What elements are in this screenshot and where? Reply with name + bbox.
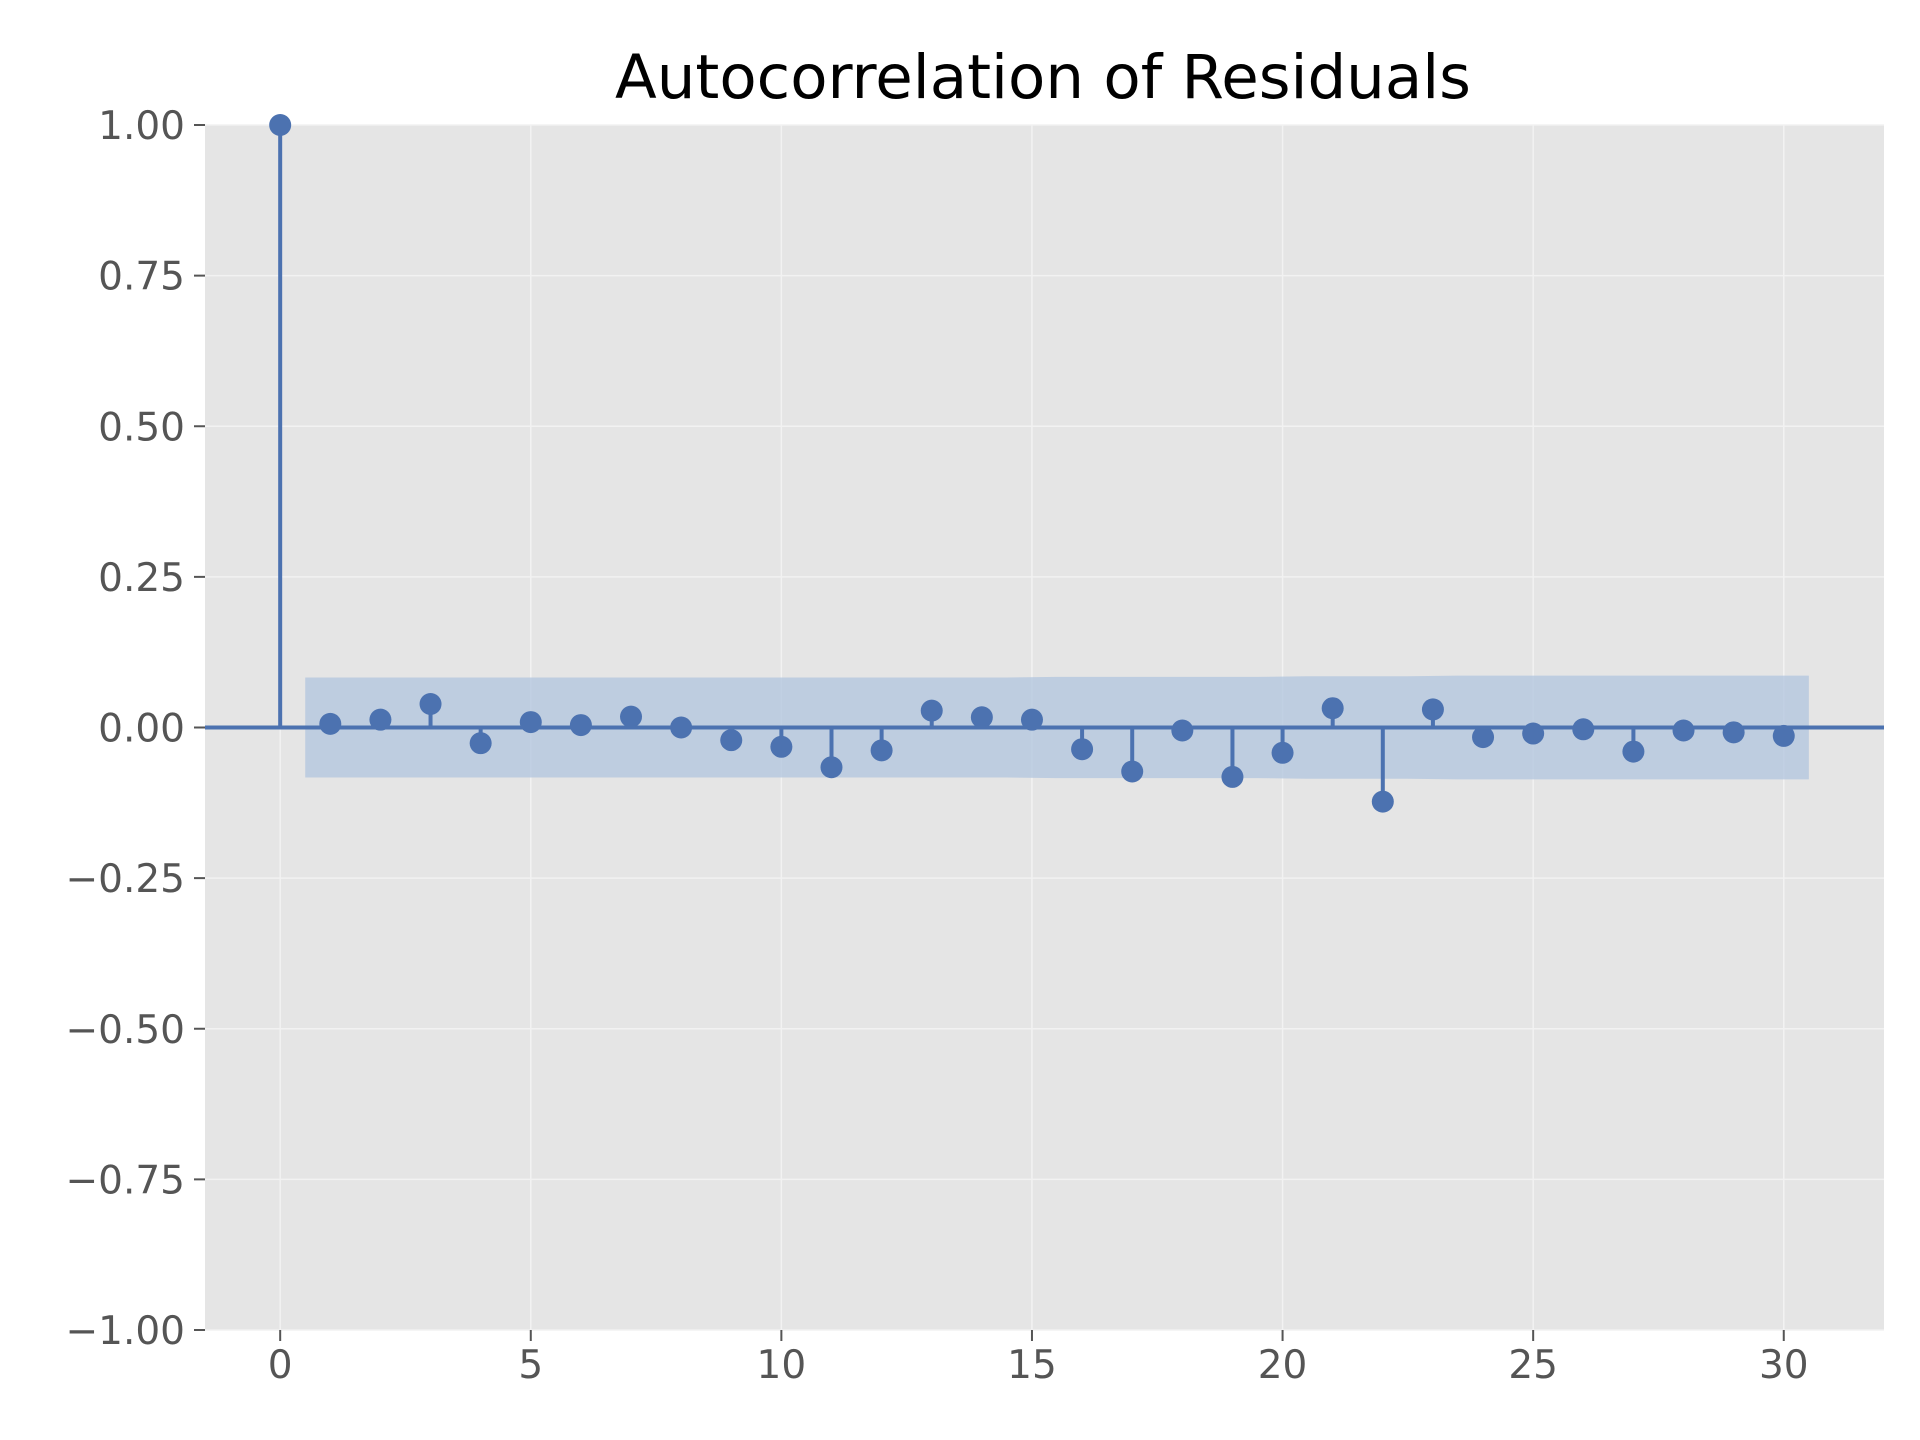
- acf-point: [1221, 765, 1244, 788]
- y-tick-label: −1.00: [65, 1309, 185, 1354]
- y-tick-label: 0.75: [98, 255, 185, 300]
- acf-point: [569, 714, 592, 737]
- acf-point: [1622, 740, 1645, 763]
- acf-point: [1472, 726, 1495, 749]
- acf-point: [1171, 719, 1194, 742]
- acf-point: [820, 756, 843, 779]
- acf-point: [770, 735, 793, 758]
- y-tick-label: 0.25: [98, 556, 185, 601]
- acf-point: [469, 732, 492, 755]
- acf-point: [419, 693, 442, 716]
- y-axis: 1.00 0.75 0.50 0.25 0.00 −0.25 −0.50 −0.75 −1.00: [65, 104, 205, 1354]
- chart-title: Autocorrelation of Residuals: [615, 42, 1471, 113]
- acf-point: [720, 729, 743, 752]
- acf-point: [369, 708, 392, 731]
- y-tick-label: −0.50: [65, 1008, 185, 1053]
- y-tick-label: 1.00: [98, 104, 185, 149]
- acf-point: [970, 706, 993, 729]
- acf-point: [1522, 722, 1545, 745]
- x-axis: 0 5 10 15 20 25 30: [268, 1330, 1809, 1388]
- acf-point: [1572, 718, 1595, 741]
- acf-point: [1772, 724, 1795, 747]
- y-tick-label: 0.00: [98, 707, 185, 752]
- acf-point: [870, 739, 893, 762]
- x-tick-label: 20: [1258, 1343, 1308, 1388]
- acf-point: [1321, 697, 1344, 720]
- acf-point: [269, 114, 292, 136]
- x-tick-label: 25: [1508, 1343, 1558, 1388]
- acf-point: [1271, 741, 1294, 764]
- acf-point: [1071, 738, 1094, 761]
- y-tick-label: 0.50: [98, 405, 185, 450]
- x-tick-label: 30: [1759, 1343, 1809, 1388]
- acf-point: [1722, 721, 1745, 744]
- acf-point: [1421, 698, 1444, 721]
- acf-point: [1121, 760, 1144, 783]
- acf-series: [205, 114, 1884, 813]
- acf-point: [319, 712, 342, 735]
- acf-point: [1020, 708, 1043, 731]
- x-tick-label: 10: [757, 1343, 807, 1388]
- acf-point: [1371, 790, 1394, 813]
- x-tick-label: 0: [268, 1343, 293, 1388]
- y-tick-label: −0.25: [65, 857, 185, 902]
- y-tick-label: −0.75: [65, 1158, 185, 1203]
- grid-lines: [205, 124, 1884, 1331]
- acf-point: [519, 711, 542, 734]
- acf-point: [1672, 719, 1695, 742]
- x-tick-label: 5: [518, 1343, 543, 1388]
- acf-point: [670, 716, 693, 739]
- x-tick-label: 15: [1007, 1343, 1057, 1388]
- acf-point: [620, 705, 643, 728]
- acf-point: [920, 699, 943, 722]
